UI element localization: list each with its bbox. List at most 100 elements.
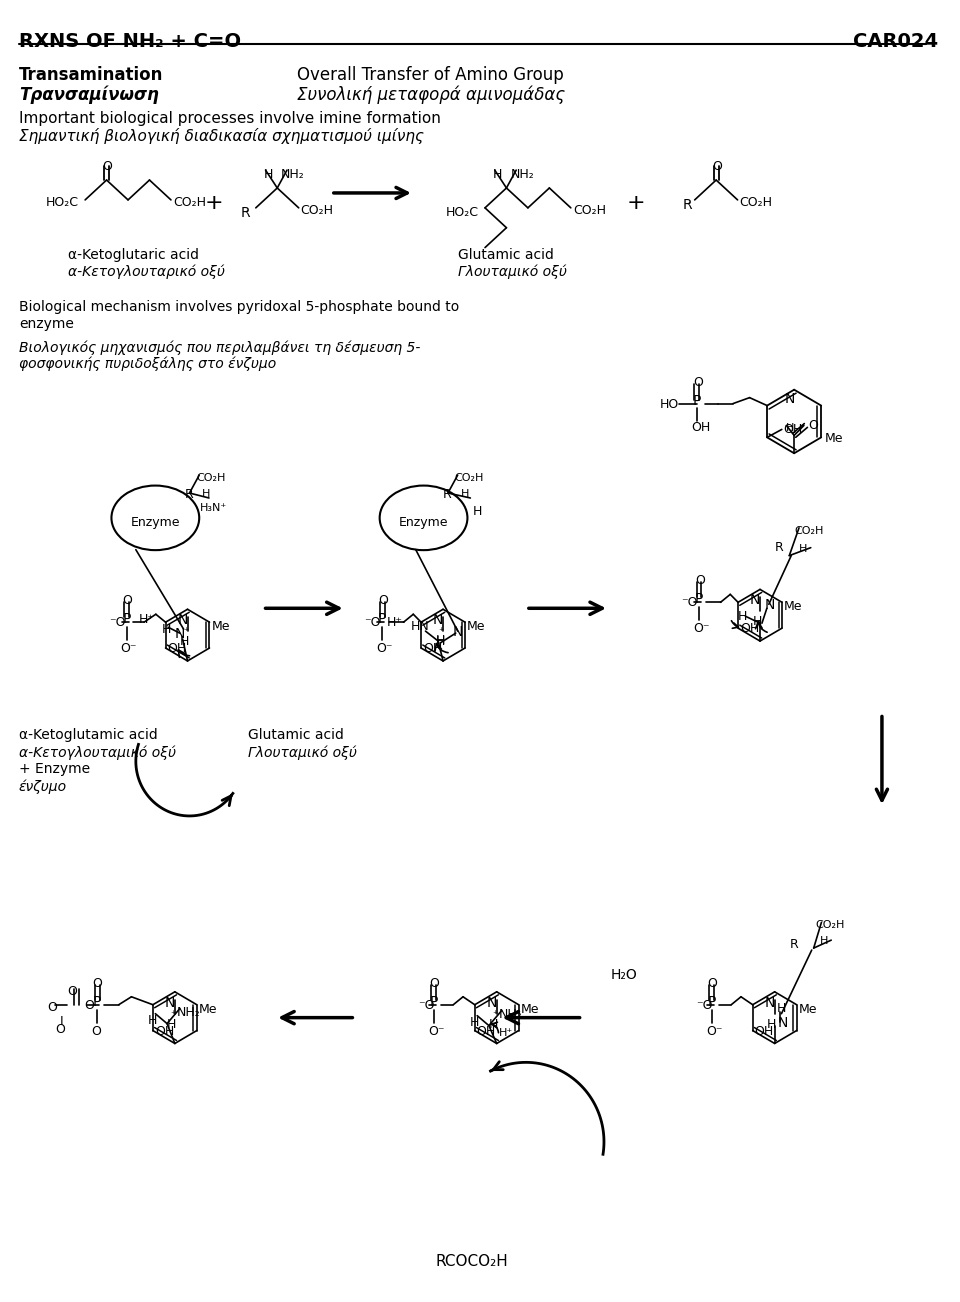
Text: N: N — [433, 613, 444, 628]
Text: Me: Me — [825, 432, 844, 445]
Text: ⁺: ⁺ — [439, 628, 444, 637]
Text: O: O — [695, 574, 705, 587]
Text: OH: OH — [477, 1025, 496, 1038]
Text: H: H — [264, 168, 273, 181]
Text: O: O — [67, 984, 77, 997]
Text: Biological mechanism involves pyridoxal 5-phosphate bound to: Biological mechanism involves pyridoxal … — [19, 301, 459, 314]
Text: H: H — [472, 505, 482, 518]
Text: HO₂C: HO₂C — [46, 195, 79, 208]
Text: O: O — [707, 976, 717, 990]
Text: Glutamic acid: Glutamic acid — [248, 728, 344, 742]
Text: O: O — [48, 1001, 58, 1014]
Text: ⁻O: ⁻O — [365, 616, 381, 629]
Text: R: R — [444, 488, 452, 501]
Text: OH: OH — [783, 423, 803, 436]
Text: CO₂H: CO₂H — [196, 473, 226, 483]
Text: R: R — [240, 206, 250, 220]
Text: α-Ketoglutaric acid: α-Ketoglutaric acid — [67, 247, 199, 262]
Text: OH: OH — [691, 422, 710, 435]
Text: H: H — [203, 490, 210, 499]
Text: O⁻: O⁻ — [121, 642, 137, 655]
Text: HO₂C: HO₂C — [446, 206, 479, 219]
Text: NH₂: NH₂ — [498, 1008, 522, 1021]
Text: φοσφονικής πυριδοξάλης στο ένζυμο: φοσφονικής πυριδοξάλης στο ένζυμο — [19, 357, 276, 371]
Text: O: O — [92, 976, 103, 990]
Text: H: H — [436, 635, 444, 648]
Text: H: H — [180, 635, 189, 648]
Text: OH: OH — [155, 1025, 174, 1038]
Text: P: P — [122, 612, 131, 626]
Text: +: + — [204, 193, 223, 214]
Text: Γλουταμικό οξύ: Γλουταμικό οξύ — [248, 745, 357, 760]
Text: Σημαντική βιολογική διαδικασία σχηματισμού ιμίνης: Σημαντική βιολογική διαδικασία σχηματισμ… — [19, 129, 423, 145]
Text: ⁺: ⁺ — [492, 1009, 497, 1019]
Text: Me: Me — [799, 1003, 817, 1016]
Text: R: R — [775, 540, 783, 553]
Text: Me: Me — [784, 600, 803, 613]
Text: H: H — [799, 544, 807, 553]
Text: ⁺: ⁺ — [183, 628, 188, 637]
Text: RXNS OF NH₂ + C=O: RXNS OF NH₂ + C=O — [19, 33, 241, 51]
Text: N: N — [175, 628, 185, 641]
Text: Βιολογικός μηχανισμός που περιλαμβάνει τη δέσμευση 5-: Βιολογικός μηχανισμός που περιλαμβάνει τ… — [19, 340, 420, 354]
Text: P: P — [708, 995, 716, 1009]
Text: OH: OH — [755, 1025, 774, 1038]
Text: CO₂H: CO₂H — [794, 526, 824, 536]
Text: R: R — [683, 198, 692, 212]
Text: I: I — [60, 1014, 63, 1027]
Text: Enzyme: Enzyme — [398, 516, 448, 529]
Text: Enzyme: Enzyme — [131, 516, 180, 529]
Text: N: N — [750, 594, 760, 607]
Text: H: H — [492, 168, 502, 181]
Text: R: R — [184, 488, 193, 501]
Text: H⁺: H⁺ — [139, 613, 155, 626]
Text: NH₂: NH₂ — [281, 168, 305, 181]
Text: HO: HO — [660, 397, 679, 410]
Text: + Enzyme: + Enzyme — [19, 762, 90, 776]
Text: H: H — [737, 611, 747, 624]
Text: O⁻: O⁻ — [376, 642, 393, 655]
Text: α-Κετογλουταμικό οξύ: α-Κετογλουταμικό οξύ — [19, 745, 176, 760]
Text: Me: Me — [467, 620, 486, 633]
Text: Me: Me — [199, 1003, 217, 1016]
Text: O: O — [693, 376, 703, 389]
Text: Τρανσαμίνωση: Τρανσαμίνωση — [19, 86, 158, 104]
Text: CO₂H: CO₂H — [739, 195, 773, 208]
Text: OH: OH — [167, 642, 187, 655]
Text: O⁻: O⁻ — [706, 1025, 722, 1038]
Text: P: P — [429, 995, 438, 1009]
Text: ένζυμο: ένζυμο — [19, 779, 67, 794]
Text: N: N — [765, 599, 776, 612]
Text: H⁺: H⁺ — [387, 616, 402, 629]
Text: H: H — [167, 1018, 177, 1031]
Text: R: R — [789, 939, 798, 952]
Text: enzyme: enzyme — [19, 318, 74, 331]
Text: O: O — [429, 976, 439, 990]
Text: CO₂H: CO₂H — [816, 921, 845, 930]
Text: H⁺: H⁺ — [498, 1027, 513, 1038]
Text: P: P — [695, 592, 704, 607]
Text: O: O — [103, 160, 112, 173]
Text: Important biological processes involve imine formation: Important biological processes involve i… — [19, 112, 441, 126]
Text: CO₂H: CO₂H — [573, 204, 606, 217]
Text: H: H — [753, 616, 762, 629]
Text: +: + — [627, 193, 645, 214]
Text: N: N — [764, 996, 775, 1010]
Text: H: H — [435, 634, 444, 647]
Text: NH₂: NH₂ — [511, 168, 534, 181]
Text: H: H — [461, 490, 469, 499]
Text: CO₂H: CO₂H — [300, 204, 334, 217]
Text: Me: Me — [520, 1003, 540, 1016]
Text: Glutamic acid: Glutamic acid — [458, 247, 554, 262]
Text: OH: OH — [740, 622, 759, 635]
Text: H: H — [820, 936, 828, 947]
Text: ⁺: ⁺ — [170, 1009, 176, 1019]
Text: N: N — [165, 996, 175, 1010]
Text: O: O — [56, 1022, 65, 1035]
Text: OH: OH — [423, 642, 443, 655]
Text: H: H — [162, 624, 172, 637]
Text: H₃N⁺: H₃N⁺ — [201, 503, 228, 513]
Text: α-Κετογλουταρικό οξύ: α-Κετογλουταρικό οξύ — [67, 264, 225, 279]
Text: Γλουταμικό οξύ: Γλουταμικό οξύ — [458, 264, 566, 279]
Text: H: H — [777, 1001, 786, 1014]
